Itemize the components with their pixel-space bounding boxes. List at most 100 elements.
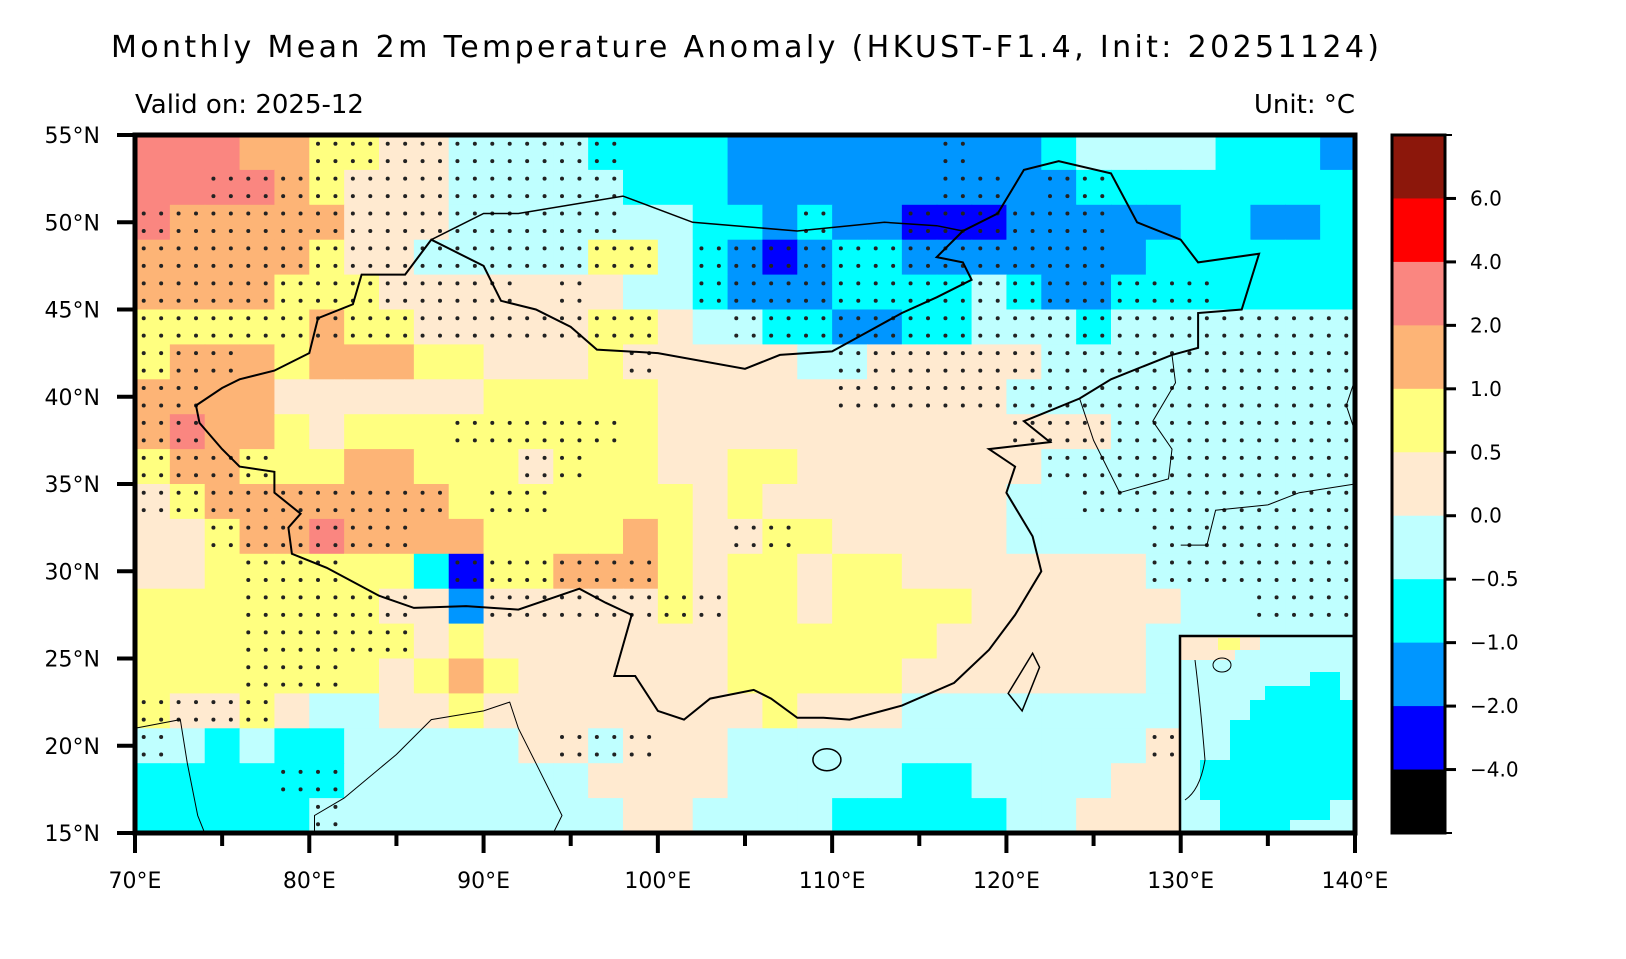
grid-cell bbox=[797, 204, 833, 241]
stipple-dot bbox=[228, 281, 233, 286]
stipple-dot bbox=[420, 490, 425, 495]
grid-cell bbox=[1076, 274, 1112, 311]
grid-cell bbox=[1250, 204, 1286, 241]
stipple-dot bbox=[1135, 420, 1140, 425]
grid-cell bbox=[762, 588, 798, 625]
stipple-dot bbox=[455, 141, 460, 146]
grid-cell bbox=[762, 484, 798, 520]
stipple-dot bbox=[1326, 403, 1331, 408]
colorbar-bin bbox=[1392, 198, 1445, 263]
stipple-dot bbox=[350, 246, 355, 251]
inset-land-anomaly-yellow bbox=[1218, 638, 1240, 650]
stipple-dot bbox=[577, 211, 582, 216]
colorbar-tick-label: 0.0 bbox=[1470, 504, 1502, 528]
stipple-dot bbox=[716, 263, 721, 268]
stipple-dot bbox=[577, 752, 582, 757]
stipple-dot bbox=[211, 316, 216, 321]
stipple-dot bbox=[908, 368, 913, 373]
stipple-dot bbox=[385, 612, 390, 617]
grid-cell bbox=[832, 239, 868, 276]
grid-cell bbox=[344, 484, 380, 520]
grid-cell bbox=[1250, 414, 1286, 450]
grid-cell bbox=[832, 588, 868, 625]
stipple-dot bbox=[542, 176, 547, 181]
stipple-dot bbox=[873, 368, 878, 373]
grid-cell bbox=[448, 553, 485, 590]
stipple-dot bbox=[1292, 351, 1296, 356]
stipple-dot bbox=[629, 752, 634, 757]
stipple-dot bbox=[246, 630, 251, 635]
stipple-dot bbox=[1170, 735, 1174, 740]
grid-cell bbox=[971, 204, 1008, 241]
stipple-dot bbox=[525, 577, 530, 582]
grid-cell bbox=[274, 309, 310, 345]
stipple-dot bbox=[368, 211, 373, 216]
grid-cell bbox=[274, 274, 310, 311]
grid-cell bbox=[1285, 135, 1321, 171]
stipple-dot bbox=[420, 194, 425, 199]
grid-cell bbox=[169, 623, 206, 660]
stipple-dot bbox=[1292, 490, 1296, 495]
grid-cell bbox=[553, 728, 589, 764]
stipple-dot bbox=[1135, 316, 1140, 321]
stipple-dot bbox=[211, 228, 216, 233]
grid-cell bbox=[274, 693, 310, 729]
stipple-dot bbox=[926, 228, 930, 233]
grid-cell bbox=[169, 169, 206, 206]
x-tick-label: 70°E bbox=[109, 869, 162, 894]
stipple-dot bbox=[368, 595, 373, 600]
grid-cell bbox=[901, 344, 938, 380]
stipple-dot bbox=[908, 228, 913, 233]
stipple-dot bbox=[368, 316, 373, 321]
stipple-dot bbox=[1100, 473, 1105, 478]
stipple-dot bbox=[978, 316, 983, 321]
valid-date-label: Valid on: 2025-12 bbox=[135, 90, 364, 120]
stipple-dot bbox=[1292, 403, 1296, 408]
stipple-dot bbox=[943, 386, 948, 391]
grid-cell bbox=[727, 274, 764, 311]
grid-cell bbox=[1145, 344, 1182, 380]
grid-cell bbox=[1215, 204, 1252, 241]
stipple-dot bbox=[960, 298, 965, 303]
stipple-dot bbox=[298, 176, 303, 181]
stipple-dot bbox=[1257, 455, 1262, 460]
grid-cell bbox=[657, 553, 694, 590]
y-tick-label: 25°N bbox=[45, 648, 100, 673]
grid-cell bbox=[588, 798, 624, 833]
stipple-dot bbox=[1117, 403, 1122, 408]
stipple-dot bbox=[1309, 386, 1314, 391]
grid-cell bbox=[448, 798, 485, 833]
grid-cell bbox=[1111, 309, 1147, 345]
grid-cell bbox=[483, 135, 520, 171]
grid-cell bbox=[623, 309, 659, 345]
stipple-dot bbox=[978, 176, 983, 181]
stipple-dot bbox=[1082, 246, 1087, 251]
stipple-dot bbox=[1222, 368, 1227, 373]
stipple-dot bbox=[960, 403, 965, 408]
stipple-dot bbox=[525, 595, 530, 600]
stipple-dot bbox=[1100, 368, 1105, 373]
grid-cell bbox=[623, 798, 659, 833]
stipple-dot bbox=[1257, 386, 1262, 391]
stipple-dot bbox=[176, 263, 181, 268]
stipple-dot bbox=[1239, 386, 1244, 391]
stipple-dot bbox=[1309, 333, 1314, 338]
stipple-dot bbox=[1082, 455, 1087, 460]
grid-cell bbox=[135, 518, 171, 555]
stipple-dot bbox=[769, 246, 774, 251]
grid-cell bbox=[623, 169, 659, 206]
stipple-dot bbox=[1204, 438, 1209, 443]
stipple-dot bbox=[525, 455, 530, 460]
grid-cell bbox=[379, 135, 415, 171]
stipple-dot bbox=[263, 577, 268, 582]
stipple-dot bbox=[385, 246, 390, 251]
grid-cell bbox=[135, 309, 171, 345]
grid-cell bbox=[204, 379, 241, 415]
stipple-dot bbox=[1239, 438, 1244, 443]
stipple-dot bbox=[560, 735, 564, 740]
stipple-dot bbox=[1222, 420, 1227, 425]
stipple-dot bbox=[316, 176, 320, 181]
stipple-dot bbox=[647, 612, 652, 617]
grid-cell bbox=[1180, 484, 1217, 520]
grid-cell bbox=[1076, 169, 1112, 206]
